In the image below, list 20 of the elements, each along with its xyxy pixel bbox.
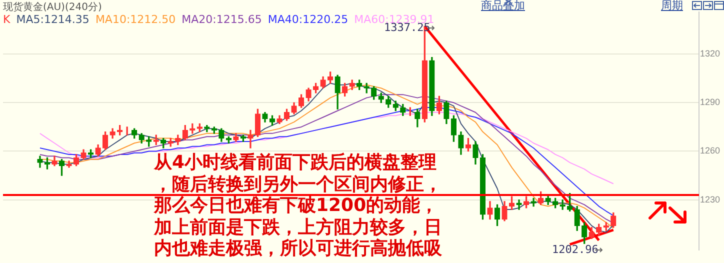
annotation: 从4小时线看前面下跌后的横盘整理 <box>154 152 437 173</box>
y-tick-label: 1290 <box>700 97 720 108</box>
y-tick-label: 1230 <box>700 194 720 204</box>
annotation: ，随后转换到另外一个区间内修正， <box>154 174 442 194</box>
y-tick-label: 1320 <box>700 48 720 59</box>
candlestick <box>66 160 72 168</box>
y-tick-label: 1260 <box>700 146 720 156</box>
annotation: 那么今日也难有下破1200的动能， <box>154 195 438 216</box>
annotation: 1202.96 <box>552 243 598 256</box>
chart-title: 现货黄金(AU)(240分) <box>3 0 102 14</box>
text: MA5:1214.35 <box>16 13 90 26</box>
annotation: 商品叠加 <box>481 0 525 12</box>
text: MA20:1215.65 <box>182 13 262 26</box>
text: MA10:1212.50 <box>95 13 176 26</box>
text: K <box>3 13 10 26</box>
candlestick <box>248 130 254 148</box>
text: 周期 <box>661 0 683 12</box>
annotation: 内也难走极强，所以可进行高抛低吸 <box>154 238 442 259</box>
text: MA40:1220.25 <box>268 13 348 26</box>
annotation: 加上前面是下跌，上方阻力较多，日 <box>154 216 442 238</box>
